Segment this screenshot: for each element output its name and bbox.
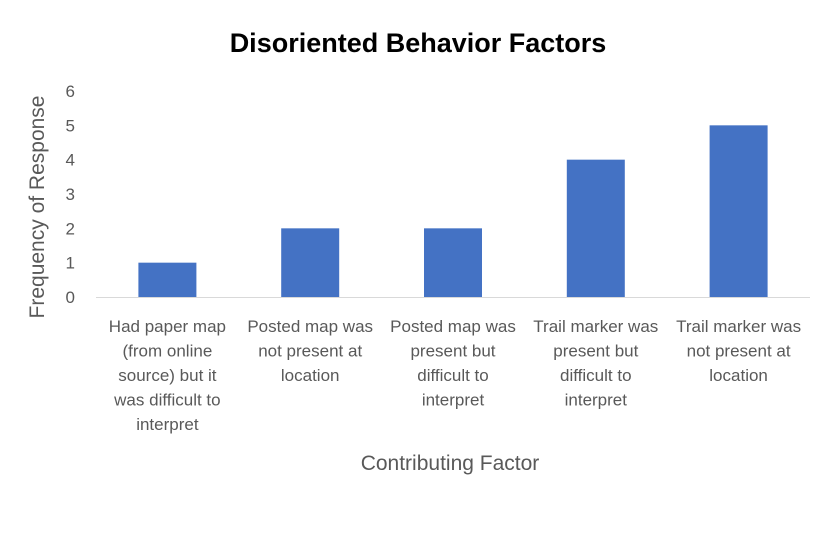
category-label: Posted map was not present at location	[247, 317, 373, 385]
y-tick-label: 5	[66, 116, 75, 135]
category-label: Trail marker was present but difficult to i…	[533, 317, 658, 410]
bars	[138, 125, 768, 297]
y-tick-label: 2	[66, 219, 75, 238]
category-labels: Had paper map (from online source) but it w…	[109, 317, 801, 434]
y-axis-title: Frequency of Response	[26, 96, 49, 319]
y-tick-label: 4	[66, 151, 75, 170]
y-tick-label: 1	[66, 254, 75, 273]
bar	[566, 159, 625, 297]
bar	[709, 125, 768, 297]
category-label: Trail marker was not present at location	[676, 317, 801, 385]
bar	[138, 262, 197, 297]
bar	[281, 228, 340, 297]
y-tick-label: 6	[66, 82, 75, 101]
chart-title: Disoriented Behavior Factors	[230, 28, 607, 58]
bar	[424, 228, 482, 297]
x-axis-title: Contributing Factor	[361, 452, 540, 475]
y-axis-ticks: 0 1 2 3 4 5 6	[66, 82, 75, 307]
category-label: Posted map was present but difficult to int…	[390, 317, 516, 410]
category-label: Had paper map (from online source) but it w…	[109, 317, 226, 434]
y-tick-label: 0	[66, 288, 75, 307]
y-tick-label: 3	[66, 185, 75, 204]
